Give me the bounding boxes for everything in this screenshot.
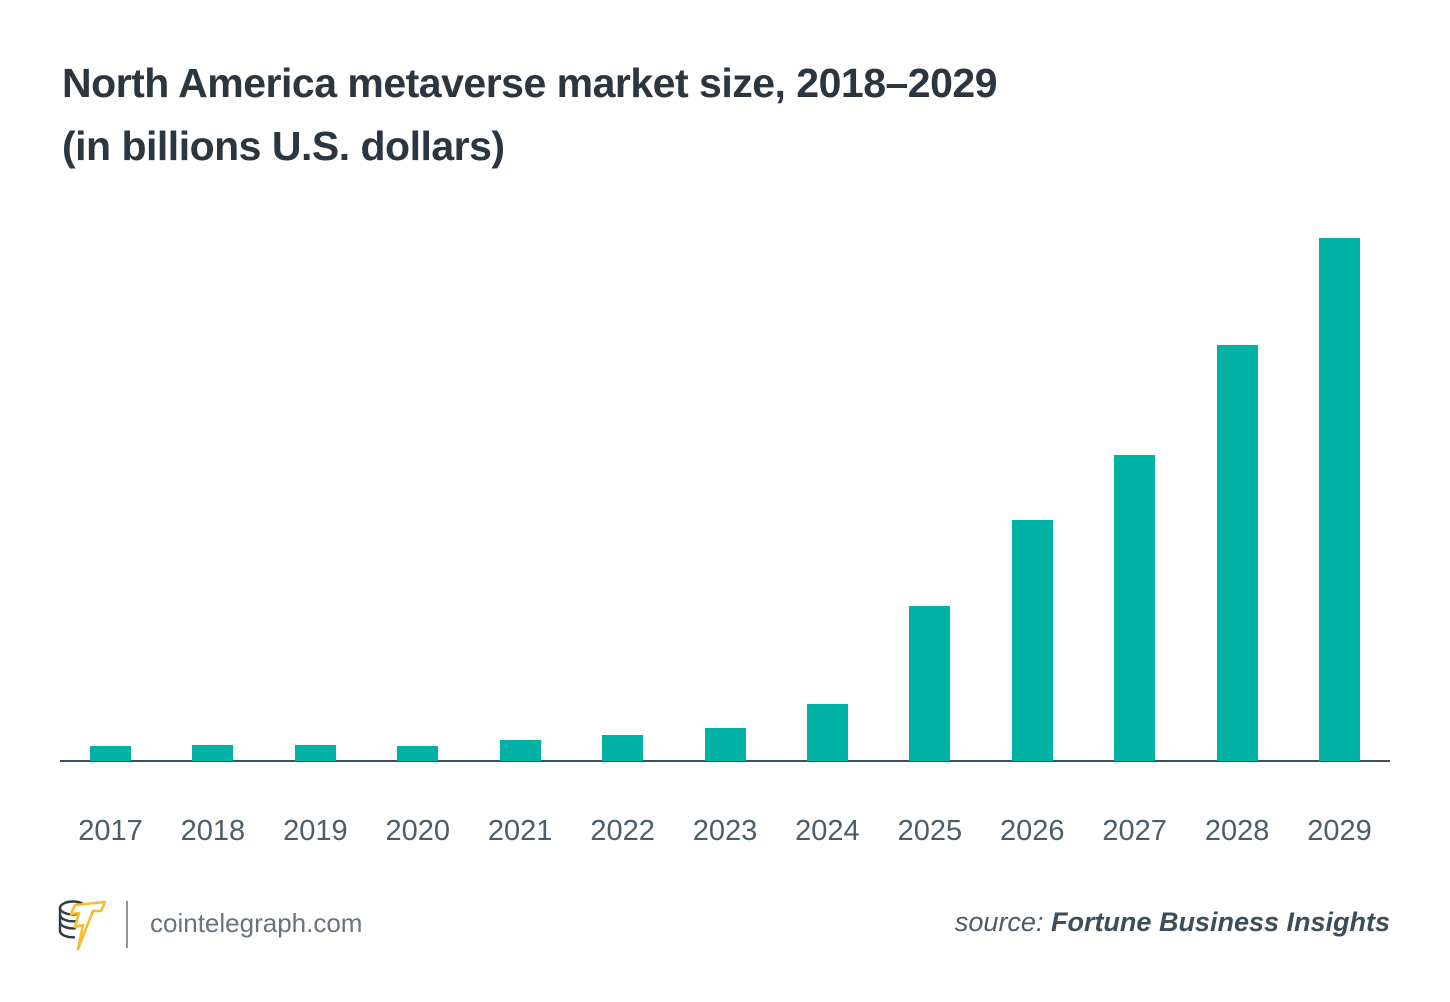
chart-title: North America metaverse market size, 201… (62, 52, 998, 178)
chart-title-line1: North America metaverse market size, 201… (62, 60, 998, 106)
x-tick-label-2020: 2020 (385, 815, 450, 847)
x-tick-label-2019: 2019 (283, 815, 348, 847)
x-tick-label-2027: 2027 (1102, 815, 1167, 847)
lightning-bolt-icon (69, 900, 107, 951)
x-tick-label-2018: 2018 (180, 815, 246, 847)
bar-2023 (704, 728, 746, 761)
bar-2029 (1319, 238, 1361, 761)
source-credit: source: Fortune Business Insights (955, 907, 1390, 938)
bar-2017 (90, 746, 131, 761)
bar-2026 (1011, 520, 1053, 761)
x-tick-label-2029: 2029 (1307, 815, 1372, 847)
footer: cointelegraph.com source: Fortune Busine… (0, 880, 1450, 1002)
x-axis-line (60, 760, 1390, 762)
bar-2018 (192, 745, 234, 761)
bar-2028 (1216, 345, 1258, 761)
source-label: source: (954, 907, 1051, 937)
bar-2027 (1114, 455, 1156, 761)
bar-2022 (602, 735, 644, 761)
bar-2025 (909, 606, 951, 761)
x-tick-label-2021: 2021 (487, 815, 553, 847)
x-tick-label-2026: 2026 (1000, 815, 1065, 847)
x-tick-label-2028: 2028 (1204, 815, 1270, 847)
x-tick-label-2025: 2025 (897, 815, 963, 847)
footer-divider (126, 901, 128, 948)
x-tick-label-2023: 2023 (692, 815, 758, 847)
source-name: Fortune Business Insights (1050, 907, 1390, 937)
x-tick-label-2022: 2022 (590, 815, 655, 847)
bar-2020 (397, 746, 439, 761)
x-tick-label-2017: 2017 (78, 815, 143, 847)
x-tick-label-2024: 2024 (795, 815, 860, 847)
chart-title-line2: (in billions U.S. dollars) (62, 123, 505, 169)
cointelegraph-logo-icon (58, 900, 107, 951)
bar-2024 (806, 704, 848, 761)
site-url: cointelegraph.com (150, 908, 363, 938)
bar-2019 (294, 745, 336, 761)
bar-2021 (499, 740, 541, 761)
